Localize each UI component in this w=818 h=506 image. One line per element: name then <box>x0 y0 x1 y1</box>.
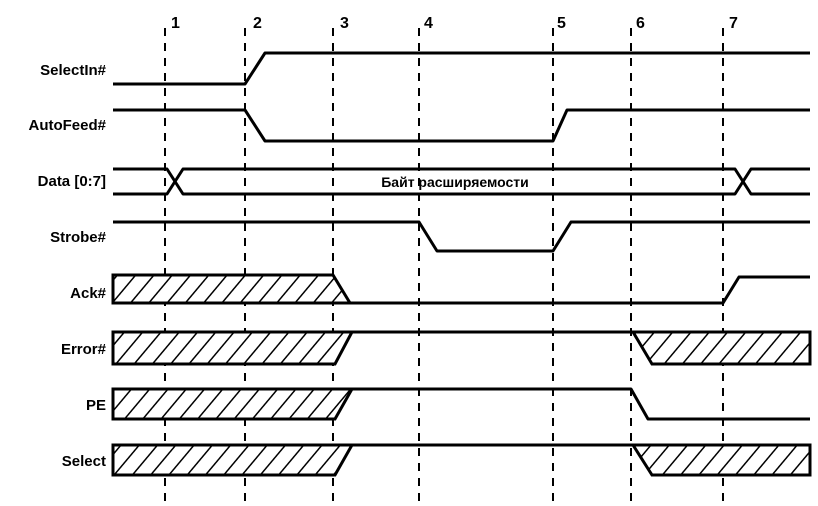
select-unknown-region-end <box>630 443 812 477</box>
select-unknown-region-start <box>111 443 355 477</box>
pe-unknown-region <box>111 387 355 421</box>
time-marker-label-4: 4 <box>424 15 433 32</box>
signal-label-select: Select <box>62 453 106 470</box>
time-marker-label-7: 7 <box>729 15 738 32</box>
waveform-selectin <box>113 51 810 86</box>
signal-label-ack: Ack# <box>70 285 107 302</box>
signal-label-pe: PE <box>86 397 106 414</box>
signal-label-error: Error# <box>61 341 107 358</box>
ack-unknown-region <box>111 273 353 305</box>
waveform-strobe <box>113 220 810 253</box>
time-marker-label-1: 1 <box>171 15 180 32</box>
waveform-error <box>111 330 812 366</box>
time-marker-label-3: 3 <box>340 15 349 32</box>
waveform-ack <box>111 273 810 305</box>
time-marker-label-2: 2 <box>253 15 262 32</box>
signal-labels: SelectIn# AutoFeed# Data [0:7] Strobe# A… <box>28 62 106 470</box>
time-marker-labels: 1 2 3 4 5 6 7 <box>171 15 738 32</box>
time-marker-label-5: 5 <box>557 15 566 32</box>
signal-label-autofeed: AutoFeed# <box>28 117 106 134</box>
data-bus-label: Байт расширяемости <box>381 174 529 190</box>
waveform-pe <box>111 387 810 421</box>
error-unknown-region-end <box>630 330 812 366</box>
time-marker-lines <box>164 28 724 502</box>
waveform-autofeed <box>113 108 810 143</box>
signal-label-data: Data [0:7] <box>38 173 106 190</box>
time-marker-label-6: 6 <box>636 15 645 32</box>
waveform-data-bus: Байт расширяемости <box>113 167 810 196</box>
waveform-select <box>111 443 812 477</box>
error-unknown-region-start <box>111 330 355 366</box>
signal-label-strobe: Strobe# <box>50 229 107 246</box>
signal-label-selectin: SelectIn# <box>40 62 107 79</box>
